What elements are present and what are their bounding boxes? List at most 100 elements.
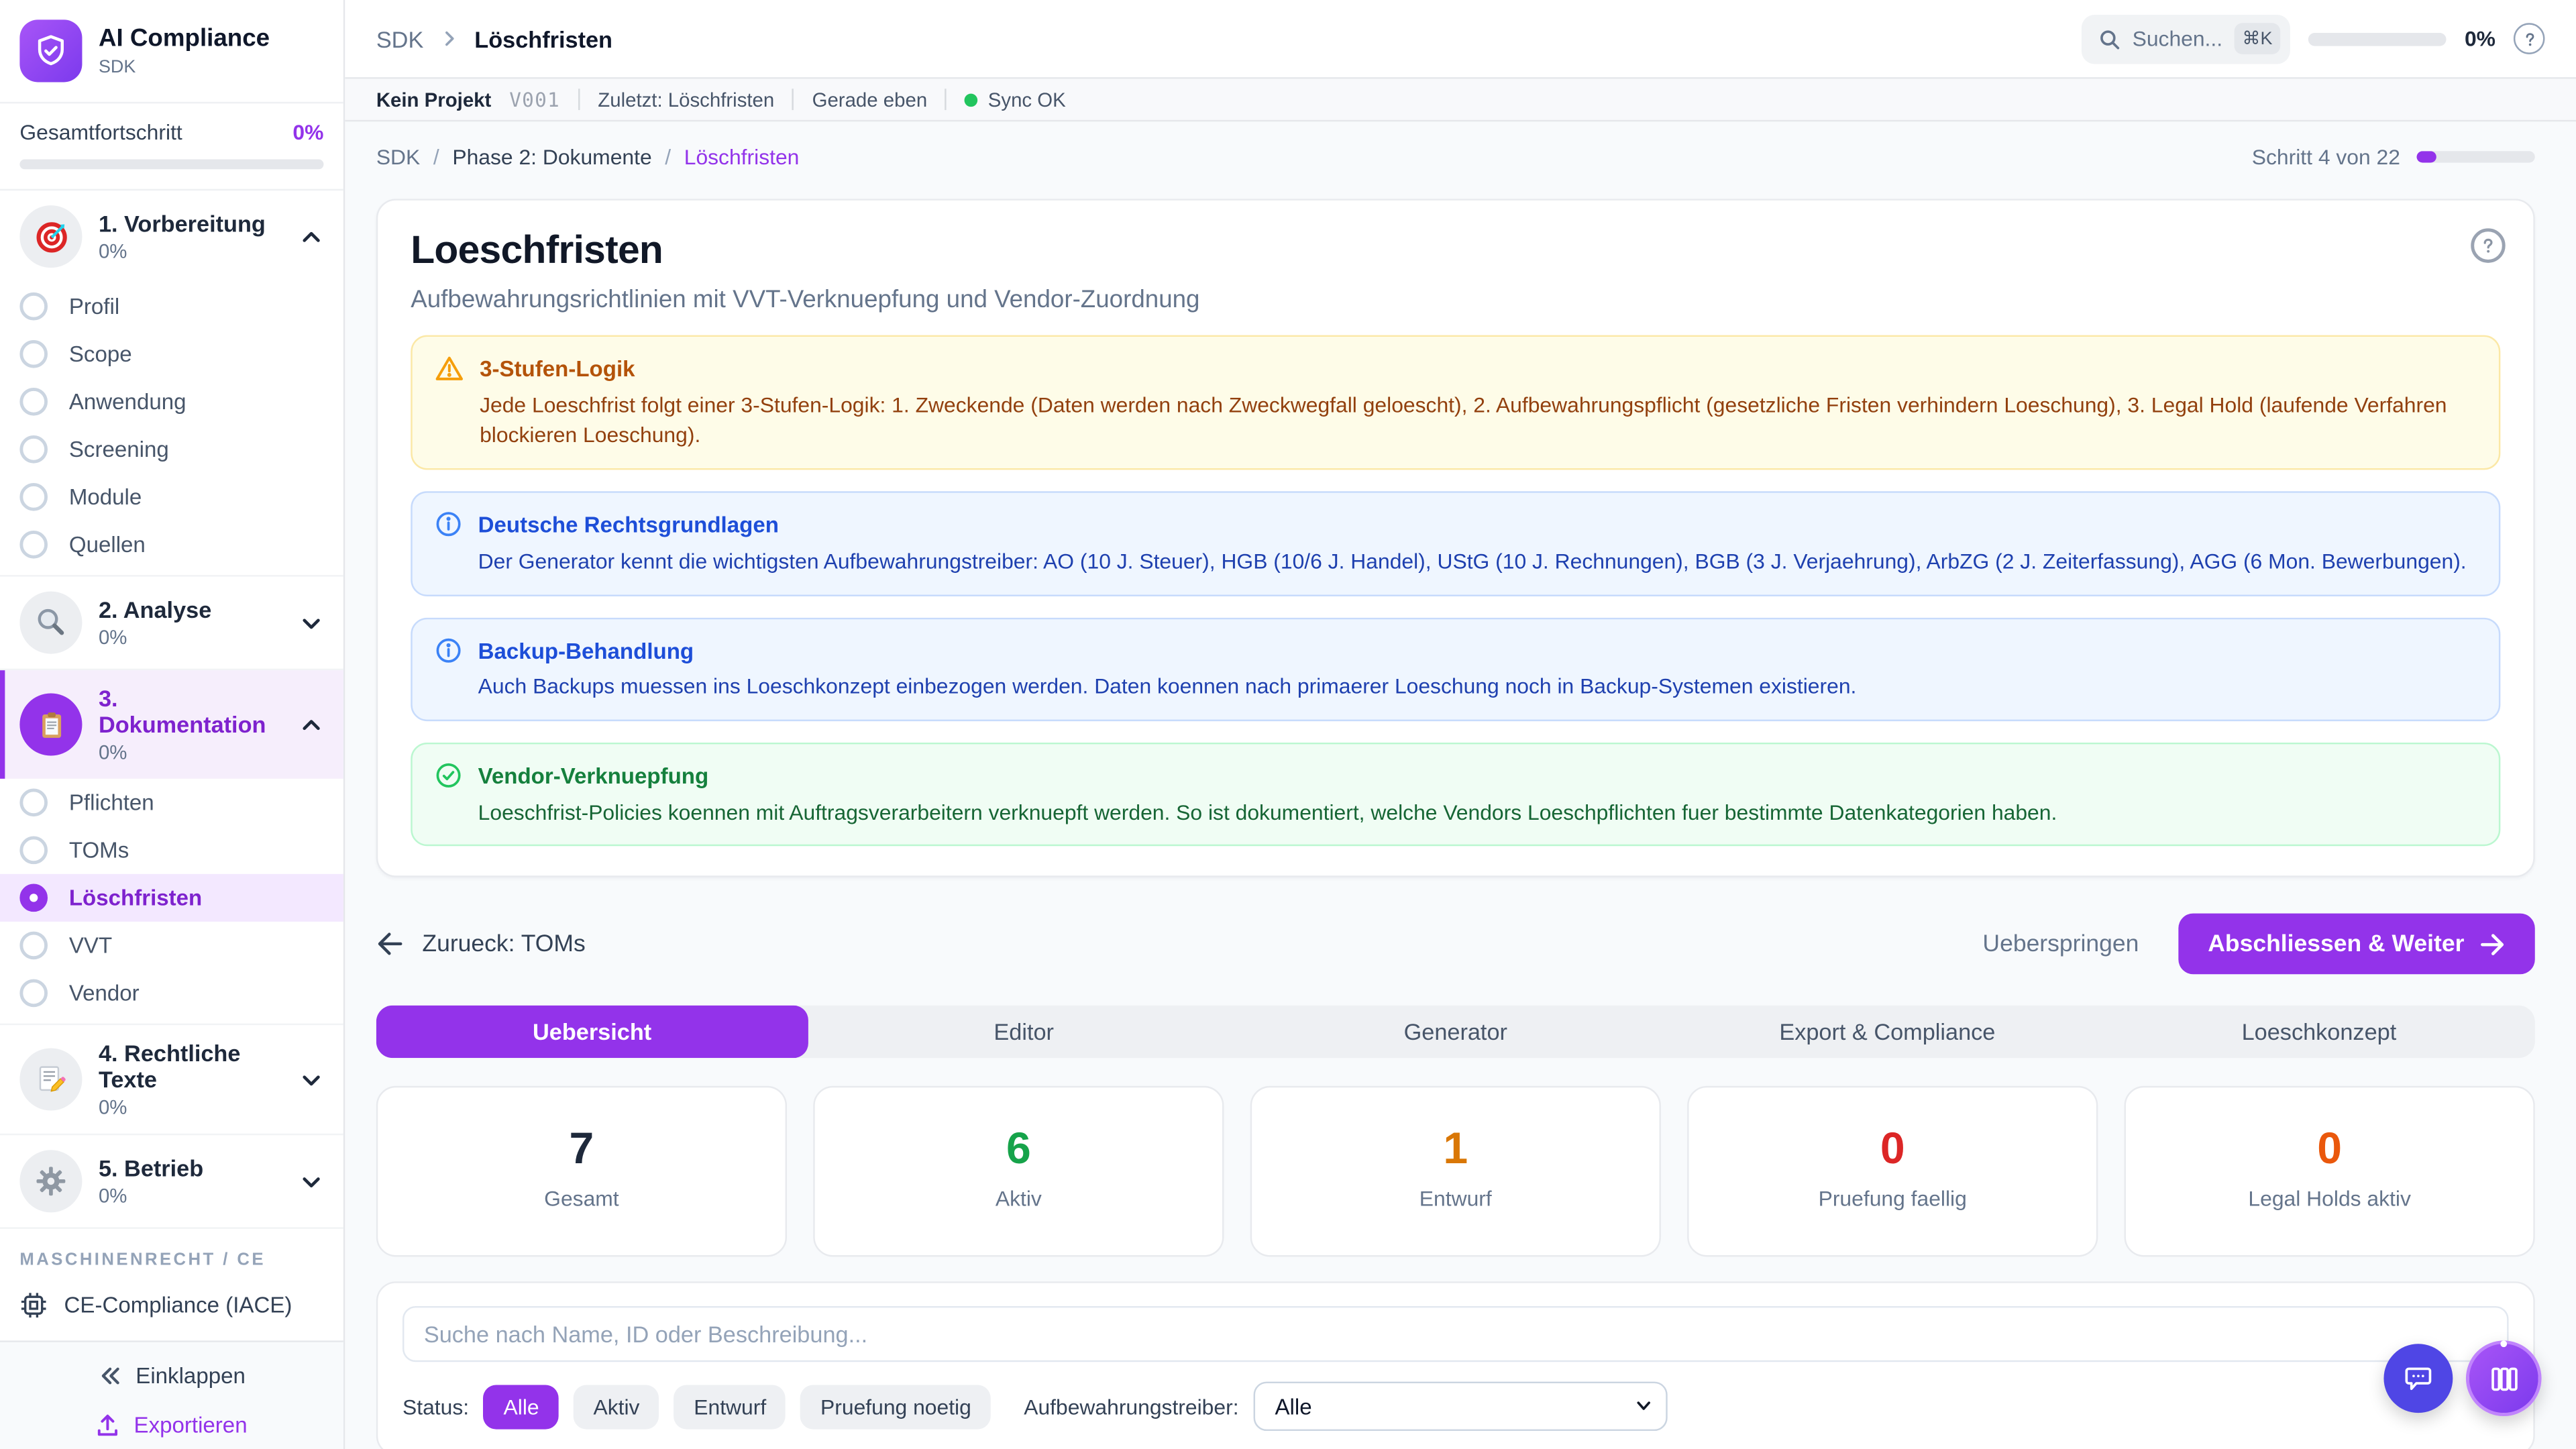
radio-icon — [19, 531, 48, 559]
sidebar-section-vorbereitung[interactable]: 1. Vorbereitung 0% — [0, 191, 343, 282]
export-label: Exportieren — [133, 1413, 248, 1438]
global-search-button[interactable]: Suchen... ⌘K — [2081, 13, 2291, 64]
collapse-sidebar-button[interactable]: Einklappen — [98, 1364, 246, 1388]
notice-3-stufen-logik: 3-Stufen-Logik Jede Loeschfrist folgt ei… — [411, 335, 2501, 471]
panels-toggle-button[interactable] — [2465, 1340, 2542, 1417]
section-progress: 0% — [98, 239, 127, 263]
driver-select[interactable]: Alle — [1253, 1382, 1668, 1432]
stat-value: 0 — [1880, 1124, 1905, 1174]
warning-triangle-icon — [435, 355, 464, 452]
sidebar-item-label: VVT — [68, 933, 113, 958]
sidebar-item-vendor[interactable]: Vendor — [0, 969, 343, 1024]
app-title: AI Compliance — [98, 25, 270, 54]
app-subtitle: SDK — [98, 56, 136, 77]
sync-status-label: Sync OK — [987, 88, 1066, 111]
notice-body: Loeschfrist-Policies koennen mit Auftrag… — [478, 799, 2057, 824]
radio-icon — [19, 387, 48, 416]
tab-generator[interactable]: Generator — [1403, 1019, 1507, 1046]
status-filter-label: Status: — [402, 1395, 470, 1419]
tab-uebersicht[interactable]: Uebersicht — [376, 1006, 808, 1059]
status-filter-entwurf[interactable]: Entwurf — [674, 1385, 786, 1430]
status-filter-aktiv[interactable]: Aktiv — [574, 1385, 659, 1430]
sidebar-item-label: Löschfristen — [68, 885, 203, 910]
back-button[interactable]: Zurueck: TOMs — [376, 930, 586, 959]
section-progress: 0% — [98, 741, 127, 764]
stat-label: Legal Holds aktiv — [2248, 1187, 2411, 1212]
skip-button[interactable]: Ueberspringen — [1982, 931, 2139, 958]
sidebar-item-module[interactable]: Module — [0, 473, 343, 521]
info-circle-icon — [435, 511, 462, 578]
project-name: Kein Projekt — [376, 88, 492, 111]
sidebar-item-vvt[interactable]: VVT — [0, 922, 343, 969]
sidebar-section-dokumentation[interactable]: 3. Dokumentation 0% — [0, 670, 343, 779]
notice-vendor-verknuepfung: Vendor-Verknuepfung Loeschfrist-Policies… — [411, 743, 2501, 847]
policy-search-input[interactable] — [402, 1307, 2509, 1363]
notice-body: Der Generator kennt die wichtigsten Aufb… — [478, 548, 2467, 574]
overall-progress: Gesamtfortschritt 0% — [0, 103, 343, 191]
filter-card: Status: Alle Aktiv Entwurf Pruefung noet… — [376, 1282, 2535, 1449]
help-icon[interactable] — [2513, 23, 2545, 54]
sidebar-section-betrieb[interactable]: 5. Betrieb 0% — [0, 1135, 343, 1229]
sidebar-item-label: Vendor — [68, 981, 140, 1006]
status-filter-alle[interactable]: Alle — [484, 1385, 559, 1430]
notice-body: Auch Backups muessen ins Loeschkonzept e… — [478, 674, 1857, 699]
tab-editor[interactable]: Editor — [994, 1019, 1054, 1046]
tab-export-compliance[interactable]: Export & Compliance — [1779, 1019, 1996, 1046]
stat-value: 6 — [1006, 1124, 1031, 1174]
radio-icon — [19, 435, 48, 464]
breadcrumb-sdk[interactable]: SDK — [376, 144, 421, 170]
page-subtitle: Aufbewahrungsrichtlinien mit VVT-Verknue… — [411, 286, 1200, 314]
overall-progress-label: Gesamtfortschritt — [19, 119, 182, 145]
stat-card-aktiv: 6 Aktiv — [813, 1086, 1224, 1258]
last-saved-time: Gerade eben — [812, 88, 928, 111]
divider — [945, 89, 947, 111]
sidebar-group-label: MASCHINENRECHT / CE — [19, 1250, 266, 1271]
radio-icon — [19, 931, 48, 960]
page-head: SDK / Phase 2: Dokumente / Löschfristen … — [376, 144, 2535, 170]
complete-and-next-button[interactable]: Abschliessen & Weiter — [2178, 914, 2535, 975]
section-label: 2. Analyse — [98, 596, 212, 623]
breadcrumb-root[interactable]: SDK — [376, 25, 424, 52]
tab-loeschkonzept[interactable]: Loeschkonzept — [2241, 1019, 2397, 1046]
sidebar-item-toms[interactable]: TOMs — [0, 826, 343, 874]
search-icon — [2098, 27, 2121, 50]
status-filter-pruefung-noetig[interactable]: Pruefung noetig — [800, 1385, 991, 1430]
sidebar-item-label: TOMs — [68, 837, 129, 863]
sidebar-item-screening[interactable]: Screening — [0, 425, 343, 473]
header-progress-value: 0% — [2464, 26, 2496, 51]
divider — [578, 89, 580, 111]
sidebar-item-label: Module — [68, 484, 142, 510]
section-label: 3. Dokumentation — [98, 685, 266, 738]
sidebar-item-label: Quellen — [68, 532, 146, 557]
sidebar-item-anwendung[interactable]: Anwendung — [0, 378, 343, 425]
stat-label: Gesamt — [544, 1187, 619, 1212]
stat-value: 1 — [1443, 1124, 1468, 1174]
sidebar-item-quellen[interactable]: Quellen — [0, 521, 343, 575]
export-button[interactable]: Exportieren — [96, 1413, 248, 1438]
view-tabs: Uebersicht Editor Generator Export & Com… — [376, 1006, 2535, 1059]
notice-title: Vendor-Verknuepfung — [478, 763, 709, 789]
chevron-right-icon — [438, 28, 460, 50]
sidebar-item-pflichten[interactable]: Pflichten — [0, 779, 343, 826]
chat-assistant-button[interactable] — [2383, 1344, 2453, 1413]
sidebar-item-ce-compliance[interactable]: CE-Compliance (IACE) — [0, 1278, 343, 1342]
section-label: 4. Rechtliche Texte — [98, 1040, 241, 1093]
help-icon[interactable] — [2471, 228, 2506, 263]
chevron-up-icon[interactable] — [299, 224, 324, 249]
radio-icon — [19, 292, 48, 321]
chevron-down-icon[interactable] — [299, 1067, 324, 1092]
sidebar-section-rechtliche-texte[interactable]: 4. Rechtliche Texte 0% — [0, 1025, 343, 1136]
breadcrumb-separator: / — [665, 144, 672, 170]
chevron-up-icon[interactable] — [299, 712, 324, 737]
chevron-down-icon[interactable] — [299, 610, 324, 635]
overall-progress-bar — [19, 159, 324, 170]
sidebar-item-scope[interactable]: Scope — [0, 330, 343, 378]
sidebar-section-analyse[interactable]: 2. Analyse 0% — [0, 577, 343, 671]
breadcrumb-phase[interactable]: Phase 2: Dokumente — [452, 144, 652, 170]
sidebar-item-profil[interactable]: Profil — [0, 282, 343, 330]
chevron-down-icon[interactable] — [299, 1169, 324, 1193]
stats-row: 7 Gesamt 6 Aktiv 1 Entwurf 0 Pruefung fa… — [376, 1086, 2535, 1258]
last-step-label: Zuletzt: Löschfristen — [598, 88, 775, 111]
clipboard-icon — [19, 693, 83, 756]
sidebar-item-loeschfristen[interactable]: Löschfristen — [0, 873, 343, 922]
